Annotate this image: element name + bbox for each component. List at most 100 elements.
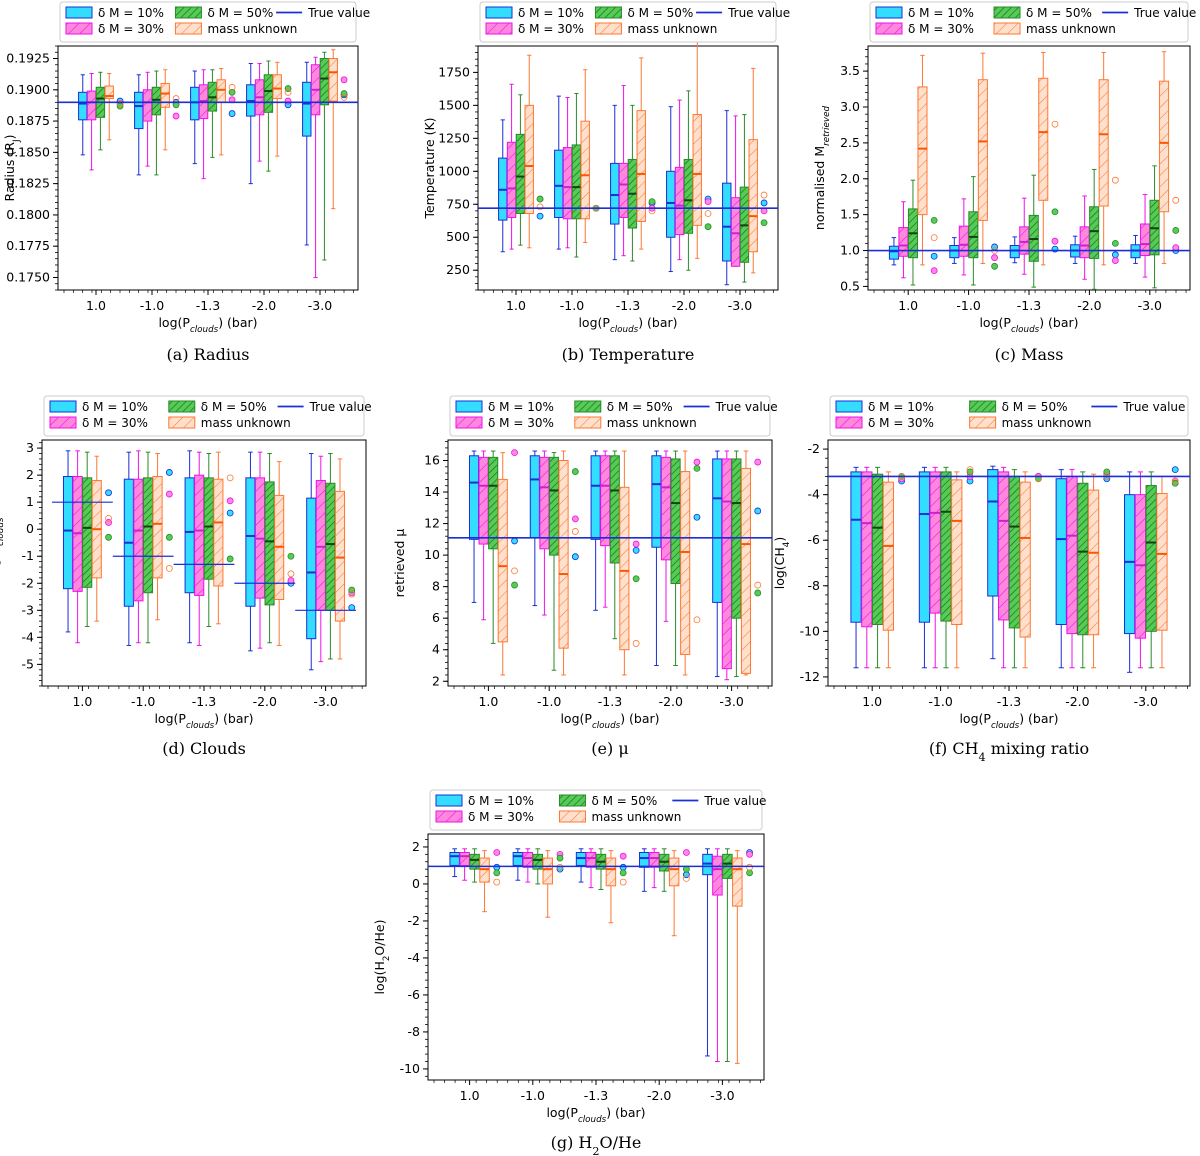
flier-point bbox=[228, 83, 236, 91]
box-hatch bbox=[1156, 493, 1168, 631]
box-unk bbox=[1098, 51, 1119, 266]
panel-caption: (d) Clouds bbox=[162, 739, 246, 758]
y-tick-label: 0 bbox=[412, 876, 420, 891]
x-tick-label: -2.0 bbox=[253, 694, 277, 709]
x-tick-label: -3.0 bbox=[710, 1088, 734, 1103]
legend-label-unk: mass unknown bbox=[207, 22, 297, 36]
legend-label-m10: δ M = 10% bbox=[868, 400, 934, 414]
box-hatch bbox=[1066, 476, 1078, 634]
box-fill bbox=[712, 458, 722, 603]
flier-point bbox=[1051, 237, 1059, 245]
box-hatch bbox=[523, 852, 533, 868]
y-axis-label: retrieved log(Pclouds bar) bbox=[0, 488, 6, 638]
box-outline bbox=[968, 211, 979, 259]
y-tick-label: 0.5 bbox=[840, 278, 860, 293]
box-hatch bbox=[978, 79, 988, 221]
legend-label-unk: mass unknown bbox=[607, 416, 697, 430]
flier-point bbox=[340, 76, 348, 84]
flier-point bbox=[1051, 120, 1059, 128]
legend: δ M = 10% δ M = 30% δ M = 50% mass unknown T… bbox=[59, 1, 370, 43]
y-tick-label: 3.0 bbox=[840, 99, 860, 114]
box-fill bbox=[889, 246, 899, 260]
legend-outline-unk bbox=[574, 416, 602, 429]
box-outline bbox=[1077, 482, 1089, 636]
legend-hatch-unk bbox=[994, 23, 1021, 34]
box-m30 bbox=[1019, 197, 1059, 275]
box-hatch bbox=[488, 457, 498, 549]
box-hatch bbox=[559, 460, 569, 649]
box-hatch bbox=[1146, 485, 1157, 632]
box-outline bbox=[328, 58, 338, 102]
box-fill bbox=[610, 163, 619, 225]
x-axis-label: log(Pclouds) (bar) bbox=[158, 315, 257, 335]
legend-outline-m30 bbox=[65, 22, 93, 35]
panel-caption: (g) H2O/He bbox=[551, 1133, 642, 1156]
box-hatch bbox=[917, 86, 927, 215]
legend-label-m30: δ M = 30% bbox=[518, 22, 584, 36]
flier-point bbox=[746, 869, 753, 877]
flier-point bbox=[693, 513, 701, 521]
x-tick-label: -1.0 bbox=[560, 298, 584, 313]
y-tick-label: 1250 bbox=[438, 130, 470, 145]
box-m10 bbox=[1055, 469, 1111, 669]
x-tick-label: -1.3 bbox=[997, 694, 1021, 709]
box-fill bbox=[185, 477, 195, 593]
box-hatch bbox=[1088, 490, 1099, 635]
flier-point bbox=[1103, 468, 1111, 476]
chart-panel-5: -12 -10 -8 -6 -4 -2 1.0 -1.0 -1.3 -2.0 -3.0 log(Pcl… bbox=[772, 395, 1191, 764]
flier-point bbox=[536, 203, 544, 211]
box-m10 bbox=[666, 106, 712, 273]
y-tick-label: -12 bbox=[800, 669, 820, 684]
flier-point bbox=[693, 458, 701, 466]
box-hatch bbox=[693, 114, 702, 226]
x-tick-label: 1.0 bbox=[72, 694, 92, 709]
legend-swatch-m10 bbox=[486, 7, 512, 18]
box-hatch bbox=[872, 474, 883, 625]
box-unk bbox=[1159, 51, 1180, 264]
legend-swatch-m10 bbox=[876, 7, 902, 18]
x-tick-label: -3.0 bbox=[728, 298, 752, 313]
y-tick-label: -2 bbox=[808, 441, 820, 456]
box-m10 bbox=[190, 70, 236, 165]
x-axis-label: log(Pclouds) (bar) bbox=[546, 1105, 645, 1125]
box-m50 bbox=[940, 466, 974, 669]
flier-point bbox=[632, 640, 640, 647]
flier-point bbox=[226, 497, 234, 505]
box-unk bbox=[274, 461, 295, 646]
box-outline bbox=[732, 857, 743, 907]
box-m10 bbox=[1124, 466, 1179, 673]
legend-swatch-m10 bbox=[456, 401, 482, 412]
legend-hatch-m30 bbox=[486, 23, 512, 34]
y-tick-label: -2 bbox=[408, 913, 420, 928]
y-axis-label: Temperature (K) bbox=[422, 117, 437, 219]
flier-point bbox=[632, 540, 640, 548]
y-tick-label: 2 bbox=[26, 467, 34, 482]
box-outline bbox=[871, 473, 884, 625]
box-outline bbox=[636, 110, 646, 222]
legend-label-unk: mass unknown bbox=[591, 810, 681, 824]
legend-outline-m50 bbox=[969, 400, 997, 413]
legend-label-truth: True value bbox=[703, 794, 766, 808]
box-unk bbox=[104, 73, 124, 141]
chart-panel-2: 0.5 1.0 1.5 2.0 2.5 3.0 3.5 1.0 -1.0 -1.3 -2.0 -3.0… bbox=[812, 1, 1196, 364]
flier-point bbox=[511, 537, 518, 545]
legend-hatch-unk bbox=[175, 23, 202, 34]
box-outline bbox=[524, 104, 534, 215]
box-fill bbox=[1056, 478, 1067, 625]
box-unk bbox=[580, 69, 600, 244]
flier-point bbox=[226, 474, 234, 482]
panel-caption: (b) Temperature bbox=[562, 345, 695, 364]
box-hatch bbox=[581, 121, 590, 219]
box-fill bbox=[651, 455, 661, 548]
legend-hatch-unk bbox=[595, 23, 622, 34]
legend-outline-m50 bbox=[993, 6, 1021, 19]
box-fill bbox=[1124, 494, 1135, 634]
flier-point bbox=[228, 110, 236, 117]
y-tick-label: 750 bbox=[446, 196, 470, 211]
box-hatch bbox=[82, 477, 92, 588]
legend-outline-m50 bbox=[168, 400, 196, 413]
box-hatch bbox=[669, 858, 679, 886]
y-tick-label: 3.5 bbox=[840, 63, 860, 78]
legend-label-m50: δ M = 50% bbox=[207, 6, 273, 20]
legend-label-m30: δ M = 30% bbox=[488, 416, 554, 430]
